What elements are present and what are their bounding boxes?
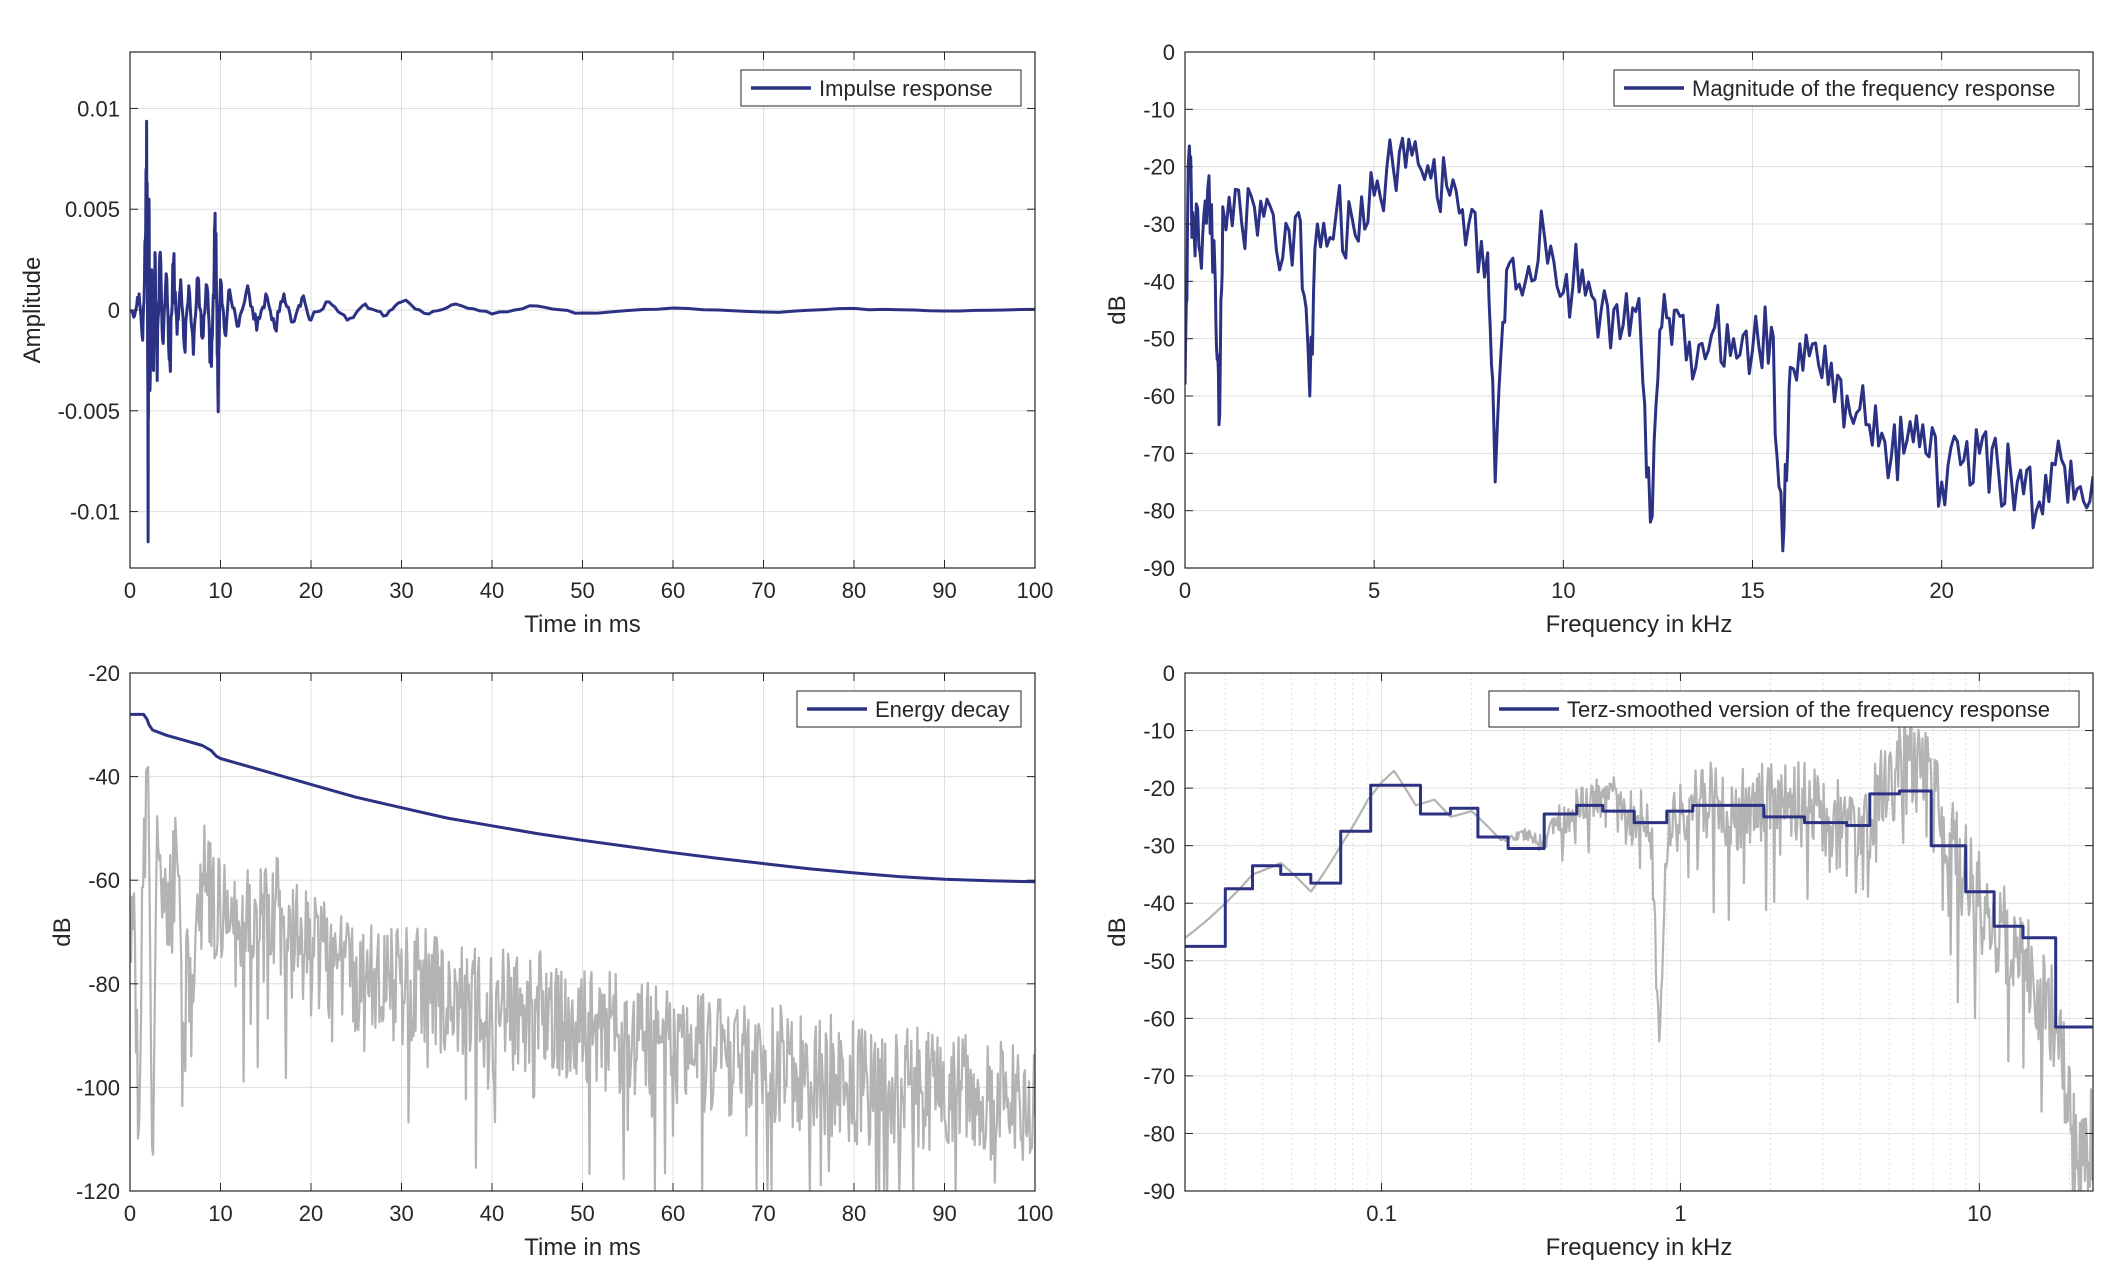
x-tick-label: 20 — [299, 1201, 323, 1226]
y-tick-label: -40 — [88, 765, 120, 790]
y-tick-label: -20 — [88, 661, 120, 686]
x-axis-label: Frequency in kHz — [1546, 611, 1733, 638]
y-tick-label: -60 — [88, 868, 120, 893]
series-terz-raw — [1185, 710, 2093, 1191]
y-tick-label: 0.01 — [77, 96, 120, 121]
y-tick-label: -80 — [1143, 499, 1175, 524]
y-axis-label: dB — [49, 917, 76, 946]
y-tick-label: -80 — [88, 972, 120, 997]
axes-box — [1184, 51, 2094, 569]
x-tick-label: 10 — [1551, 578, 1575, 603]
legend-label: Magnitude of the frequency response — [1692, 76, 2055, 101]
x-tick-label: 60 — [661, 578, 685, 603]
y-tick-label: -50 — [1143, 327, 1175, 352]
x-tick-label: 60 — [661, 1201, 685, 1226]
legend: Impulse response — [740, 69, 1022, 107]
y-tick-label: -30 — [1143, 212, 1175, 237]
x-tick-label: 40 — [480, 1201, 504, 1226]
y-tick-label: -40 — [1143, 891, 1175, 916]
legend-box — [1488, 690, 2080, 728]
y-tick-label: -80 — [1143, 1121, 1175, 1146]
x-tick-label: 90 — [932, 578, 956, 603]
x-tick-label: 30 — [389, 1201, 413, 1226]
y-tick-label: -90 — [1143, 556, 1175, 581]
series-energy-raw — [130, 765, 1035, 1191]
x-tick-label: 40 — [480, 578, 504, 603]
y-tick-label: 0 — [108, 298, 120, 323]
x-tick-label: 90 — [932, 1201, 956, 1226]
y-tick-label: -90 — [1143, 1179, 1175, 1204]
x-tick-label: 10 — [1967, 1201, 1991, 1226]
x-tick-label: 1 — [1674, 1201, 1686, 1226]
x-tick-label: 100 — [1017, 1201, 1054, 1226]
series-magnitude — [1185, 136, 2093, 553]
x-tick-label: 0 — [1179, 578, 1191, 603]
x-tick-label: 10 — [208, 1201, 232, 1226]
grid — [129, 672, 1036, 1192]
y-tick-label: -40 — [1143, 269, 1175, 294]
x-tick-label: 0 — [124, 1201, 136, 1226]
y-tick-label: 0 — [1163, 40, 1175, 65]
x-tick-label: 80 — [842, 578, 866, 603]
y-axis-label: dB — [1104, 295, 1131, 324]
y-tick-label: -100 — [76, 1075, 120, 1100]
legend: Terz-smoothed version of the frequency r… — [1488, 690, 2080, 728]
legend-box — [1613, 69, 2080, 107]
x-tick-label: 5 — [1368, 578, 1380, 603]
x-tick-label: 30 — [389, 578, 413, 603]
x-tick-label: 70 — [751, 578, 775, 603]
x-tick-label: 100 — [1017, 578, 1054, 603]
x-tick-label: 50 — [570, 578, 594, 603]
x-tick-label: 20 — [299, 578, 323, 603]
y-tick-label: -70 — [1143, 1064, 1175, 1089]
x-tick-label: 50 — [570, 1201, 594, 1226]
legend-label: Impulse response — [819, 76, 993, 101]
x-tick-label: 0.1 — [1366, 1201, 1397, 1226]
legend-label: Energy decay — [875, 697, 1010, 722]
x-tick-label: 20 — [1929, 578, 1953, 603]
x-tick-label: 80 — [842, 1201, 866, 1226]
y-tick-label: 0.005 — [65, 197, 120, 222]
legend-label: Terz-smoothed version of the frequency r… — [1567, 697, 2050, 722]
impulse-chart: 0 10 20 30 40 50 60 70 80 90 100 -0.01 -0.005 0 0.005 0… — [19, 51, 1054, 638]
x-axis-label: Frequency in kHz — [1546, 1234, 1733, 1261]
y-tick-label: -70 — [1143, 441, 1175, 466]
y-tick-label: 0 — [1163, 661, 1175, 686]
terz-chart: 0.1 1 10 0 -10 -20 -30 -40 -50 -60 -70 -80 -90 Freque… — [1104, 661, 2094, 1261]
y-tick-label: -10 — [1143, 719, 1175, 744]
y-axis-label: dB — [1104, 917, 1131, 946]
y-tick-label: -20 — [1143, 155, 1175, 180]
y-tick-label: -50 — [1143, 949, 1175, 974]
x-tick-label: 15 — [1740, 578, 1764, 603]
magnitude-chart: 0 5 10 15 20 0 -10 -20 -30 -40 -50 -60 -70 -80 -90 Freq… — [1104, 40, 2094, 638]
y-axis-label: Amplitude — [19, 257, 46, 364]
x-tick-label: 70 — [751, 1201, 775, 1226]
x-tick-label: 10 — [208, 578, 232, 603]
x-axis-label: Time in ms — [524, 1234, 640, 1261]
legend: Energy decay — [796, 690, 1022, 728]
y-tick-label: -10 — [1143, 97, 1175, 122]
y-tick-label: -120 — [76, 1179, 120, 1204]
y-tick-label: -60 — [1143, 384, 1175, 409]
y-tick-label: -0.005 — [58, 399, 120, 424]
series-terz — [1185, 783, 2093, 1029]
series-impulse — [130, 119, 1035, 544]
energy-chart: 0 10 20 30 40 50 60 70 80 90 100 -20 -40 -60 -80 -100 -1… — [49, 661, 1053, 1261]
legend: Magnitude of the frequency response — [1613, 69, 2080, 107]
y-tick-label: -30 — [1143, 834, 1175, 859]
axes-box — [1184, 672, 2094, 1192]
series-energy — [130, 712, 1035, 884]
y-tick-label: -20 — [1143, 776, 1175, 801]
y-tick-label: -60 — [1143, 1006, 1175, 1031]
x-tick-label: 0 — [124, 578, 136, 603]
x-axis-label: Time in ms — [524, 611, 640, 638]
y-tick-label: -0.01 — [70, 500, 120, 525]
